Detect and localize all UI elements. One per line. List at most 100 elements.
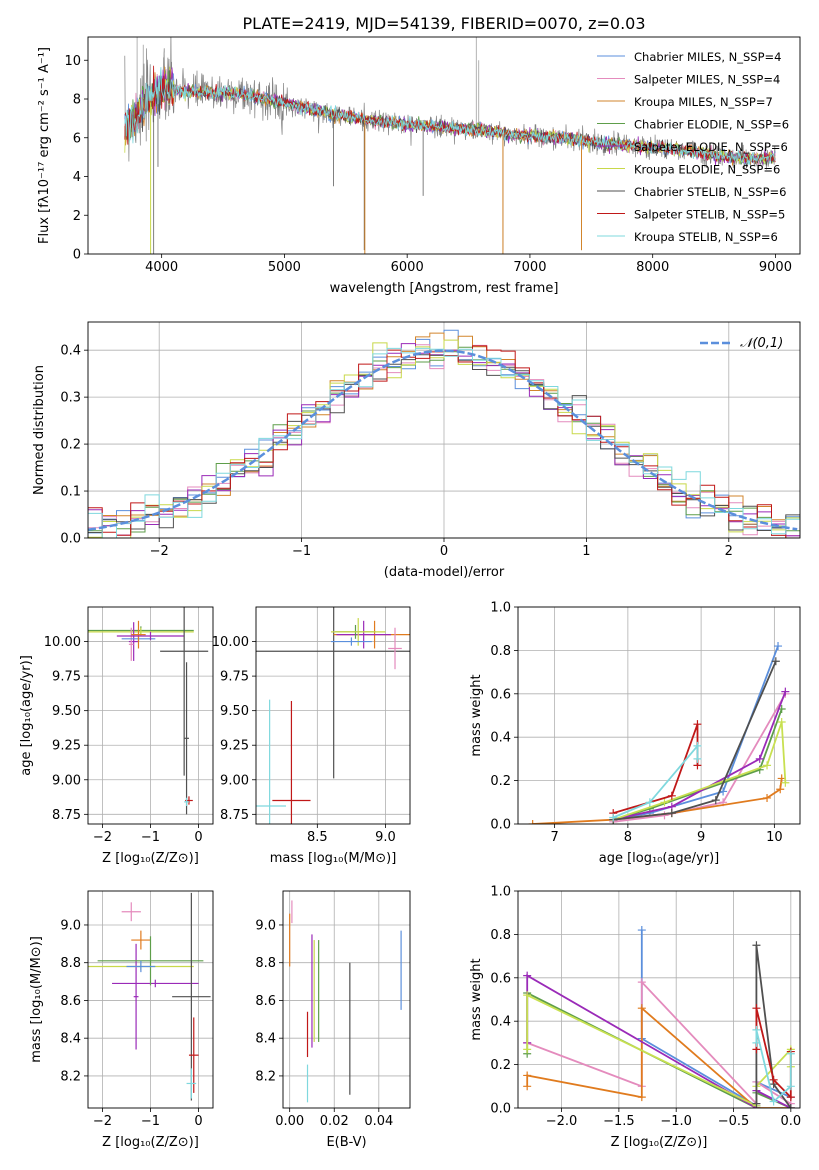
legend-label-kroupa_elodie: Kroupa ELODIE, N_SSP=6 xyxy=(634,163,780,177)
series-line-chabrier_elodie xyxy=(526,991,792,1108)
mass_vs_EBV-axes: 0.00 0.02 0.04 8.2 8.4 8.6 8.8 9.0 E(B-V) xyxy=(255,891,410,1150)
series-marker-kroupa_stelib xyxy=(786,1049,795,1058)
y-tick-label: 0.2 xyxy=(60,438,81,453)
series-marker-purple_line xyxy=(781,687,790,696)
series-marker-kroupa_stelib xyxy=(693,741,702,750)
legend-label-kroupa_miles: Kroupa MILES, N_SSP=7 xyxy=(634,95,773,109)
x-tick-label: 0 xyxy=(440,544,448,559)
y-tick-label: 0 xyxy=(73,248,81,263)
legend-label-chabrier_miles: Chabrier MILES, N_SSP=4 xyxy=(634,50,781,64)
y-tick-label: 0.8 xyxy=(490,928,511,943)
x-tick-label: −1 xyxy=(141,830,160,845)
y-tick-label: 8.4 xyxy=(255,1032,276,1047)
y-axis-label: age [log₁₀(age/yr)] xyxy=(19,655,34,776)
series-marker-salpeter_stelib xyxy=(693,720,702,729)
age_vs_Z-axes: −2 −1 0 8.75 9.00 9.25 9.50 9.75 10.00 Z [log₁₀(Z… xyxy=(19,607,213,866)
x-tick-label: 0.0 xyxy=(780,1114,801,1129)
y-tick-label: 9.25 xyxy=(52,739,81,754)
series-marker-yellow_line xyxy=(777,718,786,727)
x-tick-label: −2 xyxy=(93,830,112,845)
y-tick-label: 0.4 xyxy=(490,1015,511,1030)
y-tick-label: 8 xyxy=(73,93,81,108)
series-line-purple_line xyxy=(613,691,787,821)
series-line-kroupa_stelib xyxy=(755,1029,792,1104)
mass_vs_Z-frame xyxy=(87,890,214,1109)
x-tick-label: 9.0 xyxy=(375,830,396,845)
y-tick-label: 0.4 xyxy=(490,731,511,746)
y-tick-label: 0.6 xyxy=(490,971,511,986)
series-line-yellow_line xyxy=(526,993,792,1108)
series-marker-yellow_line xyxy=(523,1045,532,1054)
series-marker-salpeter_stelib xyxy=(786,1093,795,1102)
normal-curve xyxy=(88,349,798,532)
age_vs_Z-frame xyxy=(87,606,214,825)
x-tick-label: 0 xyxy=(194,1114,202,1129)
x-axis-label: Z [log₁₀(Z/Z⊙)] xyxy=(102,1135,199,1150)
y-tick-label: 0.1 xyxy=(60,485,81,500)
series-marker-orange_line xyxy=(763,793,772,802)
y-tick-label: 9.0 xyxy=(60,918,81,933)
spectrum-frame xyxy=(87,36,801,255)
y-tick-label: 8.6 xyxy=(60,994,81,1009)
residuals-frame xyxy=(87,321,801,539)
series-marker-chabrier_stelib xyxy=(771,657,780,666)
legend-label-normal: 𝒩(0,1) xyxy=(740,336,783,351)
y-tick-label: 8.2 xyxy=(60,1069,81,1084)
x-tick-label: −1.5 xyxy=(603,1114,635,1129)
x-axis-label: (data-model)/error xyxy=(384,565,505,580)
series-marker-yellow_line xyxy=(763,761,772,770)
x-tick-label: 9 xyxy=(697,830,705,845)
series-marker-purple_line xyxy=(523,971,532,980)
x-tick-label: −1.0 xyxy=(660,1114,692,1129)
x-tick-label: 7 xyxy=(550,830,558,845)
series-marker-kroupa_stelib xyxy=(786,1082,795,1091)
spectrum-lines xyxy=(124,37,776,254)
y-tick-label: 0.0 xyxy=(490,818,511,833)
x-tick-label: −2 xyxy=(150,544,169,559)
spectrum-axes: 4000 5000 6000 7000 8000 9000 0 2 4 6 8 10 wavelengt… xyxy=(37,47,792,296)
y-tick-label: 9.50 xyxy=(52,704,81,719)
series-line-kroupa_stelib xyxy=(612,743,699,819)
series-marker-salpeter_miles xyxy=(660,811,669,820)
series-marker-orange_line xyxy=(528,820,537,824)
chart-title: PLATE=2419, MJD=54139, FIBERID=0070, z=0… xyxy=(242,14,645,33)
x-axis-label: Z [log₁₀(Z/Z⊙)] xyxy=(102,851,199,866)
series-marker-orange_line xyxy=(776,785,785,794)
series-marker-salpeter_stelib xyxy=(752,1004,761,1013)
series-marker-orange_line xyxy=(637,1093,646,1102)
model-salpeter_stelib xyxy=(124,65,776,163)
legend-label-salpeter_miles: Salpeter MILES, N_SSP=4 xyxy=(634,73,780,87)
x-axis-label: Z [log₁₀(Z/Z⊙)] xyxy=(611,1135,708,1150)
y-tick-label: 9.25 xyxy=(220,739,249,754)
spectrum-legend: Chabrier MILES, N_SSP=4 Salpeter MILES, N… xyxy=(597,50,789,244)
legend-label-salpeter_stelib: Salpeter STELIB, N_SSP=5 xyxy=(634,208,785,222)
series-marker-chabrier_miles xyxy=(774,642,783,651)
series-marker-salpeter_stelib xyxy=(769,1075,778,1084)
x-tick-label: 8.5 xyxy=(307,830,328,845)
series-marker-chabrier_stelib xyxy=(711,796,720,805)
x-axis-label: E(B-V) xyxy=(326,1135,366,1150)
x-tick-label: 8 xyxy=(624,830,632,845)
series-marker-chabrier_stelib xyxy=(752,941,761,950)
series-marker-purple_line xyxy=(755,754,764,763)
histogram-kroupa_stelib xyxy=(88,347,800,538)
series-marker-kroupa_stelib xyxy=(752,1038,761,1047)
series-marker-orange_line xyxy=(637,1004,646,1013)
series-marker-chabrier_stelib xyxy=(667,809,676,818)
x-tick-label: 1 xyxy=(582,544,590,559)
x-axis-label: mass [log₁₀(M/M⊙)] xyxy=(270,851,397,866)
x-tick-label: 9000 xyxy=(759,260,792,275)
series-marker-yellow_line xyxy=(781,778,790,787)
y-tick-label: 8.8 xyxy=(255,956,276,971)
series-marker-kroupa_stelib xyxy=(769,1097,778,1106)
mass_vs_Z-points xyxy=(88,892,211,1101)
y-tick-label: 0.2 xyxy=(490,774,511,789)
y-tick-label: 0.0 xyxy=(60,532,81,547)
age_vs_mass-axes: 8.5 9.0 8.75 9.00 9.25 9.50 9.75 10.00 mass [log… xyxy=(212,607,410,866)
y-tick-label: 0.4 xyxy=(60,344,81,359)
y-tick-label: 0.8 xyxy=(490,644,511,659)
mass_vs_EBV-points xyxy=(289,900,402,1103)
y-tick-label: 1.0 xyxy=(490,885,511,900)
series-marker-kroupa_stelib xyxy=(752,1025,761,1034)
